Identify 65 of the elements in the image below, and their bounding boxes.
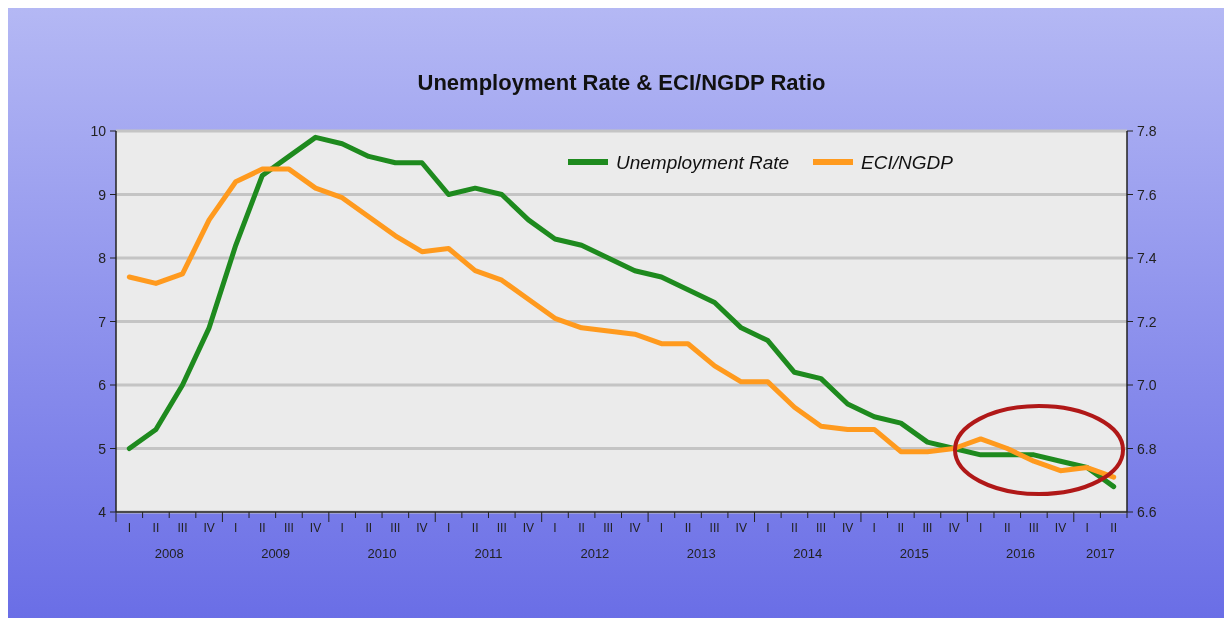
x-tick-label: III xyxy=(1028,521,1039,535)
text: 2016 xyxy=(1006,546,1036,561)
text: 2012 xyxy=(580,546,610,561)
x-tick-label: II xyxy=(684,521,692,535)
x-tick-label: I xyxy=(234,521,238,535)
text: 2008 xyxy=(154,546,184,561)
x-tick-label: IV xyxy=(629,521,641,535)
y-tick-label: 6 xyxy=(98,377,107,393)
x-tick-label: IV xyxy=(203,521,215,535)
x-tick-label: II xyxy=(1003,521,1011,535)
y-tick-label: 10 xyxy=(90,123,107,139)
y2-tick-label: 7.8 xyxy=(1137,123,1157,139)
x-tick-label: IV xyxy=(309,521,322,535)
text: 2009 xyxy=(261,546,291,561)
x-tick-label: IV xyxy=(735,521,747,535)
x-tick-label: II xyxy=(897,521,905,535)
text: 2017 xyxy=(1085,546,1115,561)
x-tick-label: II xyxy=(152,521,160,535)
x-tick-label: III xyxy=(816,521,827,535)
x-tick-label: II xyxy=(365,521,373,535)
x-tick-label: III xyxy=(390,521,401,535)
x-tick-label: II xyxy=(791,521,798,535)
y-tick-label: 9 xyxy=(98,186,107,203)
x-tick-label: I xyxy=(340,521,344,535)
legend-label: Unemployment Rate xyxy=(616,152,790,173)
text: 2014 xyxy=(793,546,823,561)
y2-tick-label: 7.4 xyxy=(1137,250,1157,266)
x-tick-label: I xyxy=(659,521,664,535)
x-tick-label: II xyxy=(1110,521,1118,535)
text: 2010 xyxy=(367,546,397,561)
x-tick-label: IV xyxy=(948,521,960,535)
x-tick-label: III xyxy=(496,521,507,535)
y2-tick-label: 7.6 xyxy=(1137,186,1157,203)
x-tick-label: I xyxy=(127,521,131,535)
x-tick-label: III xyxy=(709,521,720,535)
y2-tick-label: 7.0 xyxy=(1137,377,1157,393)
x-tick-label: IV xyxy=(522,521,535,535)
x-tick-label: III xyxy=(283,521,294,535)
text: 2015 xyxy=(899,546,929,561)
y2-tick-label: 6.8 xyxy=(1137,440,1157,457)
x-tick-label: IV xyxy=(1054,521,1067,535)
x-tick-label: I xyxy=(766,521,770,535)
x-tick-label: III xyxy=(922,521,933,535)
x-tick-label: I xyxy=(979,521,983,535)
x-tick-label: II xyxy=(258,521,266,535)
y-tick-label: 7 xyxy=(98,313,107,330)
x-tick-label: I xyxy=(872,521,876,535)
x-tick-label: II xyxy=(471,521,479,535)
x-tick-label: I xyxy=(1085,521,1089,535)
legend-label: ECI/NGDP xyxy=(861,152,954,173)
x-tick-label: IV xyxy=(416,521,428,535)
x-tick-label: IV xyxy=(841,521,854,535)
chart-title: Unemployment Rate & ECI/NGDP Ratio xyxy=(417,70,826,95)
x-tick-label: II xyxy=(578,521,585,535)
y-tick-label: 5 xyxy=(98,440,107,457)
y-tick-label: 4 xyxy=(98,504,107,520)
text: 2011 xyxy=(474,546,503,561)
y2-tick-label: 6.6 xyxy=(1137,504,1157,520)
x-tick-label: I xyxy=(553,521,557,535)
y-tick-label: 8 xyxy=(98,250,107,266)
x-tick-label: I xyxy=(446,521,451,535)
text: 2013 xyxy=(686,546,716,561)
y2-tick-label: 7.2 xyxy=(1137,313,1157,330)
x-tick-label: III xyxy=(603,521,614,535)
x-tick-label: III xyxy=(177,521,188,535)
